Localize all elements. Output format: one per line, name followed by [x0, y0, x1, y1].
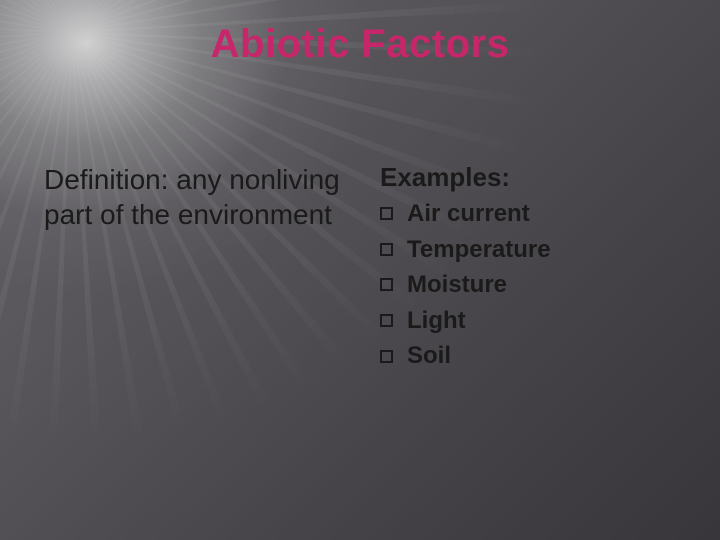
right-column: Examples: Air currentTemperatureMoisture… — [380, 162, 676, 375]
examples-item-label: Soil — [407, 339, 451, 373]
slide-title: Abiotic Factors — [0, 22, 720, 67]
examples-list: Air currentTemperatureMoistureLightSoil — [380, 197, 676, 373]
examples-item: Moisture — [380, 268, 676, 302]
examples-item-label: Air current — [407, 197, 530, 231]
square-bullet-icon — [380, 243, 393, 256]
left-column: Definition: any nonliving part of the en… — [44, 162, 340, 375]
examples-item-label: Light — [407, 304, 466, 338]
examples-label: Examples: — [380, 162, 676, 193]
slide: Abiotic Factors Definition: any nonlivin… — [0, 0, 720, 540]
definition-text: Definition: any nonliving part of the en… — [44, 162, 340, 232]
square-bullet-icon — [380, 278, 393, 291]
square-bullet-icon — [380, 350, 393, 363]
examples-item: Air current — [380, 197, 676, 231]
square-bullet-icon — [380, 207, 393, 220]
definition-label: Definition: — [44, 164, 169, 195]
examples-item: Soil — [380, 339, 676, 373]
examples-item: Temperature — [380, 233, 676, 267]
examples-item: Light — [380, 304, 676, 338]
examples-item-label: Temperature — [407, 233, 551, 267]
content-row: Definition: any nonliving part of the en… — [44, 162, 676, 375]
examples-item-label: Moisture — [407, 268, 507, 302]
square-bullet-icon — [380, 314, 393, 327]
